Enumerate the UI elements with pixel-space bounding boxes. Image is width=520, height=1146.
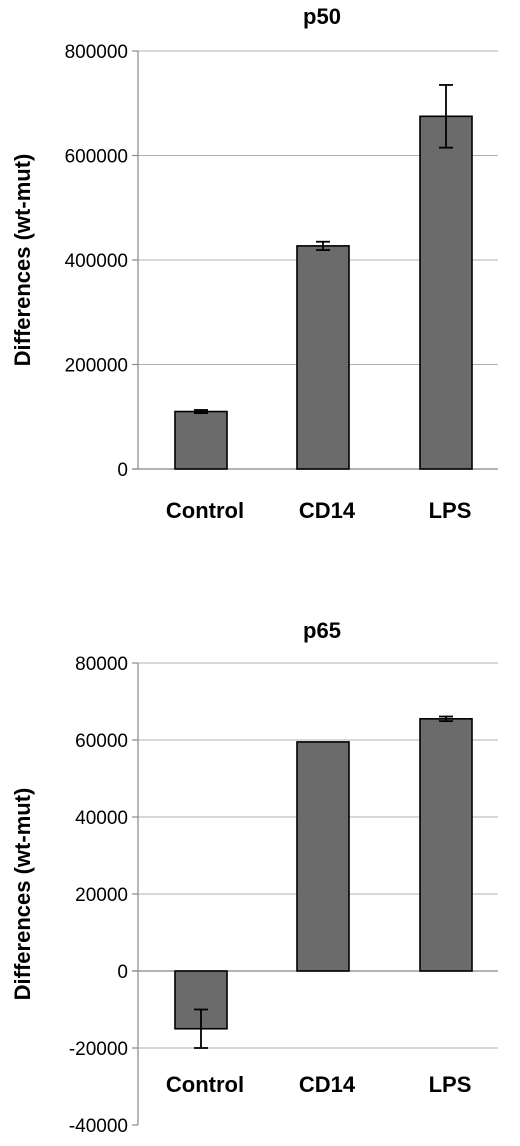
chart-1-y-tick-label: 20000 (75, 885, 128, 906)
chart-1-category-label: CD14 (299, 1072, 356, 1097)
chart-0-y-tick-label: 0 (117, 460, 128, 481)
chart-0-y-tick-label: 400000 (65, 251, 128, 272)
chart-0-category-label: Control (166, 498, 244, 523)
chart-1-category-label: LPS (429, 1072, 472, 1097)
chart-0-category-label: LPS (429, 498, 472, 523)
chart-1-bar-lps (419, 718, 473, 972)
chart-0-category-label: CD14 (299, 498, 356, 523)
chart-0-y-tick-label: 200000 (65, 356, 128, 377)
chart-1-y-tick-label: 0 (117, 962, 128, 983)
chart-1-y-tick-label: 40000 (75, 808, 128, 829)
chart-0-title: p50 (303, 4, 341, 29)
chart-1-bar-cd14 (296, 741, 350, 972)
chart-1-y-tick-label: -40000 (69, 1116, 128, 1137)
chart-1-y-tick-label: 60000 (75, 731, 128, 752)
chart-1-y-axis-label: Differences (wt-mut) (10, 788, 35, 1001)
chart-0-bar-control (174, 410, 228, 470)
chart-1-y-tick-label: -20000 (69, 1039, 128, 1060)
chart-1-title: p65 (303, 618, 341, 643)
chart-0-bar-lps (419, 115, 473, 470)
chart-0-y-tick-label: 800000 (65, 42, 128, 63)
chart-0-bar-cd14 (296, 245, 350, 470)
chart-1-y-tick-label: 80000 (75, 654, 128, 675)
chart-0-y-axis-label: Differences (wt-mut) (10, 154, 35, 367)
chart-0-y-tick-label: 600000 (65, 147, 128, 168)
chart-1-category-label: Control (166, 1072, 244, 1097)
